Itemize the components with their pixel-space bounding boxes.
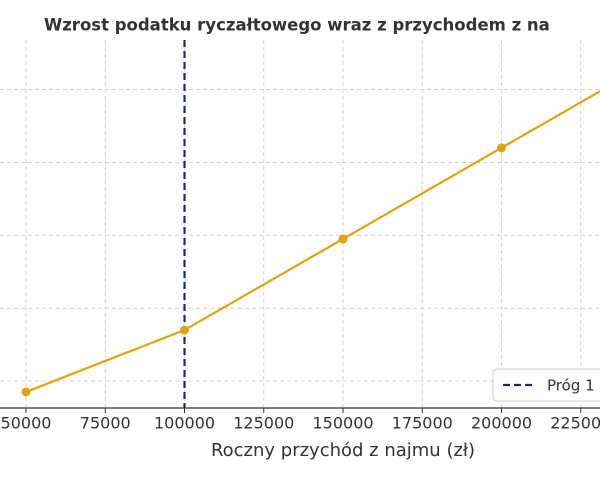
data-point [180,325,190,335]
x-tick-label: 125000 [233,414,294,433]
x-tick-label: 225000 [550,414,600,433]
data-line [25,90,600,393]
x-tick-label: 75000 [80,414,131,433]
data-point [21,387,31,397]
legend-box [492,368,600,402]
x-axis-label: Roczny przychód z najmu (zł) [211,440,475,461]
x-tick-label: 100000 [154,414,215,433]
x-tick-label: 150000 [312,414,373,433]
x-tick-label: 50000 [1,414,52,433]
chart-title: Wzrost podatku ryczałtowego wraz z przyc… [44,16,550,35]
data-point [338,234,348,244]
x-tick-label: 200000 [471,414,532,433]
legend-label: Próg 1 [547,377,595,395]
data-point [497,143,507,153]
x-tick-label: 175000 [392,414,453,433]
